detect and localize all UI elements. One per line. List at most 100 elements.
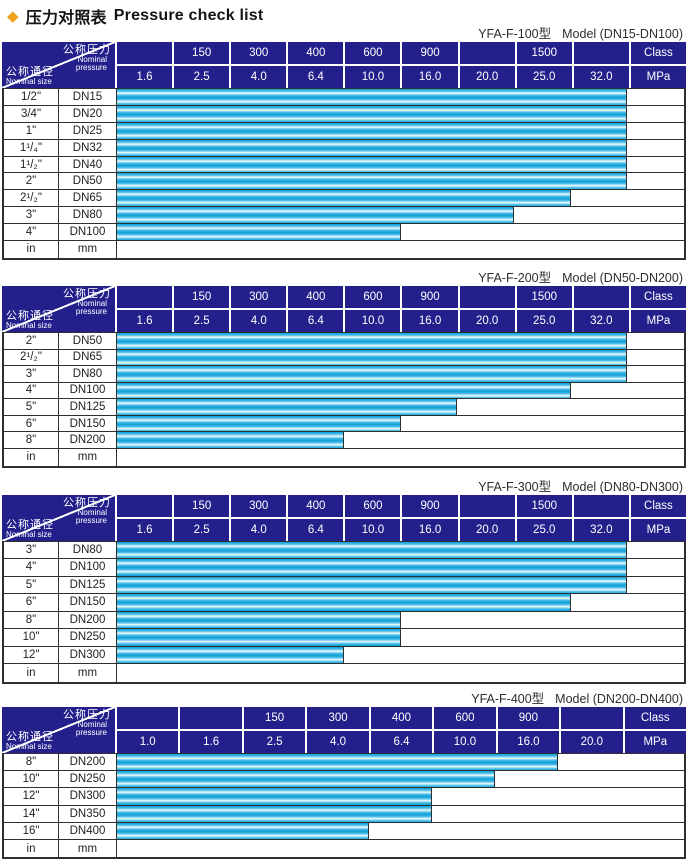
header-mpa-cell: 1.6 [180, 730, 242, 753]
table-row: 4" DN100 [4, 382, 684, 400]
table-row: in mm [4, 449, 684, 466]
header-class-cell: Class [630, 494, 686, 517]
dn-cell: mm [59, 840, 117, 858]
header-class-cell: 400 [370, 706, 433, 729]
nominal-pressure-zh: 公称压力 [63, 708, 111, 721]
pressure-bar-zone [117, 594, 684, 611]
pressure-bar-zone [117, 382, 684, 399]
table-row: 3" DN80 [4, 541, 684, 560]
nominal-size-en: Nominal size [6, 529, 52, 539]
size-cell: 14" [4, 805, 59, 822]
model-range-label: Model (DN80-DN300) [562, 479, 683, 494]
header-mpa-cell: 1.6 [117, 518, 173, 541]
header-mpa-cell: 10.0 [345, 518, 401, 541]
header-class-cell: 1500 [516, 494, 572, 517]
header-mpa-cell: 20.0 [459, 66, 515, 88]
table-row: 8" DN200 [4, 611, 684, 630]
table-row: 8" DN200 [4, 432, 684, 450]
size-cell: 1¹/₂" [4, 156, 59, 173]
nominal-pressure-label: 公称压力 Nominal pressure [63, 288, 111, 316]
pressure-bar-zone [117, 241, 684, 258]
size-cell: 1/2" [4, 89, 59, 105]
header-mpa-cell: 1.6 [117, 66, 173, 88]
table-header: 公称压力 Nominal pressure 公称通径 Nominal size 150 3… [2, 285, 686, 332]
header-class-cell [117, 285, 173, 308]
pressure-range-bar [117, 207, 514, 224]
pressure-bar-zone [117, 822, 684, 840]
header-mpa-cell: 4.0 [231, 518, 287, 541]
class-header-row: 150 300 400 600 900 1500 Class [117, 42, 686, 64]
table-row: 1/2" DN15 [4, 89, 684, 106]
corner-diagonal-cell: 公称压力 Nominal pressure 公称通径 Nominal size [2, 494, 115, 541]
header-class-cell: 600 [345, 42, 401, 64]
header-class-cell: 150 [174, 285, 230, 308]
pressure-table: 公称压力 Nominal pressure 公称通径 Nominal size 150 3… [2, 285, 686, 468]
nominal-pressure-en: Nominal pressure [75, 719, 107, 737]
dn-cell: DN15 [59, 89, 117, 105]
header-mpa-cell: 32.0 [573, 518, 629, 541]
header-class-cell: 150 [174, 494, 230, 517]
dn-cell: DN300 [59, 788, 117, 805]
pressure-range-bar [117, 646, 344, 664]
pressure-range-bar [117, 432, 344, 449]
size-cell: 8" [4, 432, 59, 449]
table-subtitle: YFA-F-400型 Model (DN200-DN400) [2, 692, 686, 707]
header-mpa-cell: 10.0 [345, 309, 401, 332]
size-cell: 5" [4, 576, 59, 594]
size-cell: 1¹/₄" [4, 139, 59, 156]
pressure-bar-zone [117, 629, 684, 646]
header-class-cell: Class [630, 42, 686, 64]
pressure-bar-zone [117, 449, 684, 466]
header-mpa-cell: 2.5 [174, 518, 230, 541]
pressure-bar-zone [117, 105, 684, 122]
table-body: 2" DN50 2¹/₂" DN65 3" DN80 4" DN100 5" DN125 6" DN1… [2, 331, 686, 468]
header-columns: 150 300 400 600 900 1500 Class 1.6 2.5 4.0 6.4 10.0… [117, 494, 686, 541]
model-label: YFA-F-100型 [478, 27, 552, 41]
pressure-bar-zone [117, 173, 684, 190]
class-header-row: 150 300 400 600 900 1500 Class [117, 494, 686, 517]
header-class-cell: 600 [345, 494, 401, 517]
nominal-size-en: Nominal size [6, 77, 52, 86]
model-label: YFA-F-300型 [478, 479, 552, 494]
table-row: 3" DN80 [4, 207, 684, 225]
header-mpa-cell: 16.0 [402, 66, 458, 88]
size-cell: 2¹/₂" [4, 349, 59, 366]
header-class-cell: 400 [288, 42, 344, 64]
table-body: 8" DN200 10" DN250 12" DN300 14" DN350 16" DN400 i… [2, 752, 686, 859]
header-mpa-cell: 2.5 [174, 309, 230, 332]
header-class-cell: 1500 [516, 42, 572, 64]
nominal-pressure-label: 公称压力 Nominal pressure [63, 497, 111, 525]
dn-cell: DN200 [59, 611, 117, 629]
pressure-table: 公称压力 Nominal pressure 公称通径 Nominal size 150 3… [2, 42, 686, 260]
table-row: 3/4" DN20 [4, 105, 684, 123]
nominal-size-en: Nominal size [6, 741, 52, 751]
dn-cell: DN25 [59, 122, 117, 139]
nominal-size-label: 公称通径 Nominal size [6, 66, 54, 86]
pressure-bar-zone [117, 122, 684, 139]
pressure-table: 公称压力 Nominal pressure 公称通径 Nominal size 150 3… [2, 706, 686, 859]
header-class-cell: 150 [174, 42, 230, 64]
pressure-range-bar [117, 576, 628, 594]
dn-cell: DN65 [59, 190, 117, 207]
header-mpa-cell: 6.4 [288, 518, 344, 541]
header-mpa-cell: MPa [630, 66, 686, 88]
nominal-pressure-label: 公称压力 Nominal pressure [63, 709, 111, 737]
corner-diagonal-cell: 公称压力 Nominal pressure 公称通径 Nominal size [2, 42, 115, 88]
dn-cell: DN20 [59, 105, 117, 122]
header-class-cell: 150 [243, 706, 306, 729]
pressure-range-bar [117, 399, 458, 415]
dn-cell: mm [59, 449, 117, 466]
header-mpa-cell: 25.0 [516, 66, 572, 88]
header-mpa-cell: 16.0 [402, 309, 458, 332]
corner-diagonal-cell: 公称压力 Nominal pressure 公称通径 Nominal size [2, 706, 115, 753]
pressure-range-bar [117, 332, 628, 349]
size-cell: 4" [4, 382, 59, 399]
corner-diagonal-cell: 公称压力 Nominal pressure 公称通径 Nominal size [2, 285, 115, 332]
nominal-pressure-en: Nominal pressure [75, 298, 107, 316]
mpa-header-row: 1.6 2.5 4.0 6.4 10.0 16.0 20.0 25.0 32.0 MPa [117, 518, 686, 541]
pressure-table: 公称压力 Nominal pressure 公称通径 Nominal size 150 3… [2, 494, 686, 684]
table-row: 14" DN350 [4, 805, 684, 823]
header-class-cell: 300 [231, 285, 287, 308]
pressure-range-bar [117, 156, 628, 173]
table-row: 1" DN25 [4, 122, 684, 140]
